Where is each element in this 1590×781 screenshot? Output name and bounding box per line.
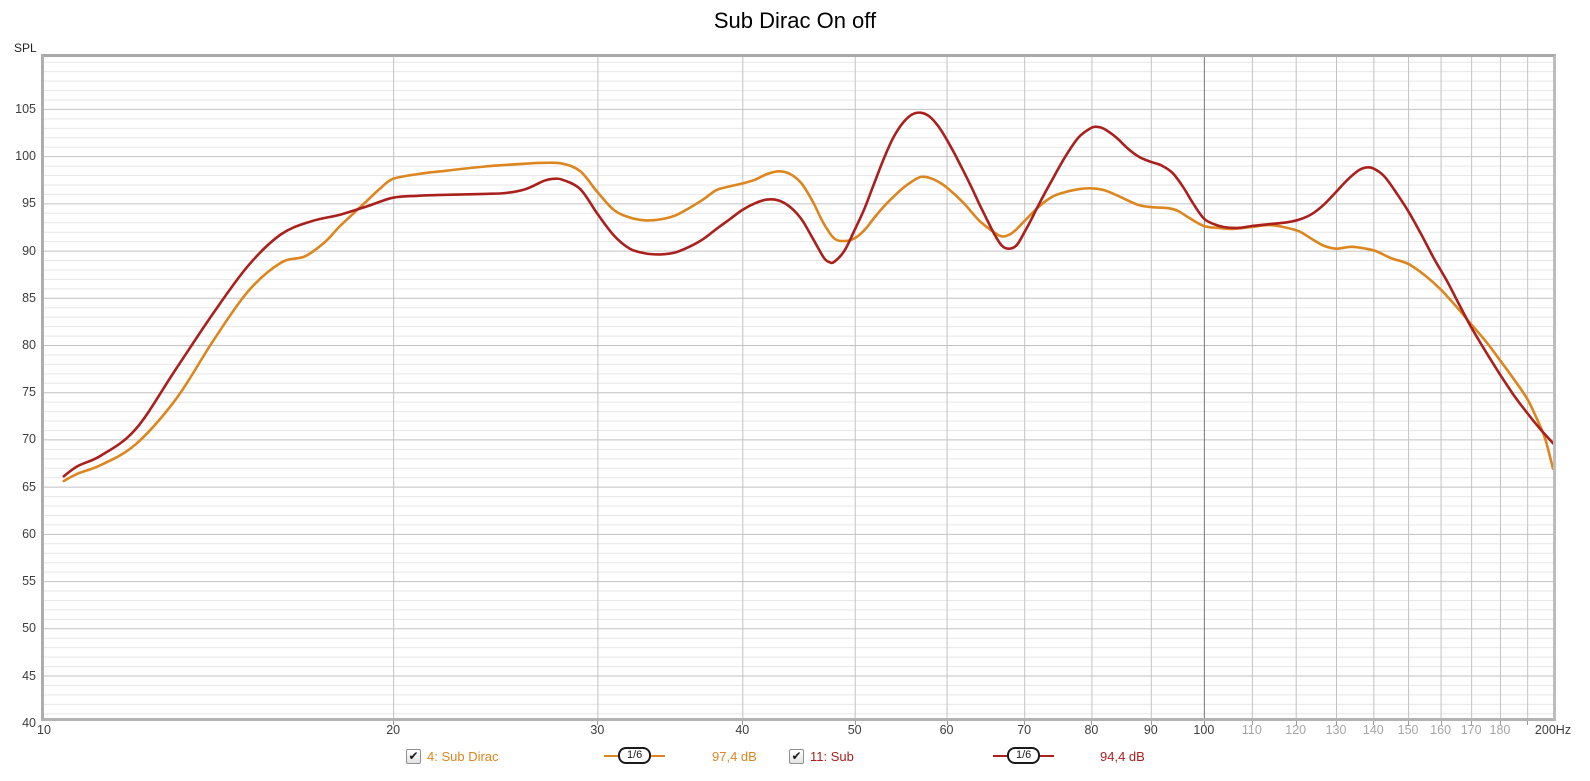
x-tick-label: 110 (1241, 723, 1262, 737)
x-tick-label: 90 (1143, 723, 1158, 737)
y-tick-label: 75 (22, 385, 36, 400)
x-tick-label: 10 (37, 723, 51, 737)
x-tick-label: 20 (386, 723, 401, 737)
checkmark-icon: ✔ (791, 749, 802, 763)
x-axis-tick (1408, 721, 1410, 725)
series-spl-readout: 97,4 dB (712, 749, 757, 764)
y-tick-label: 40 (22, 715, 36, 730)
y-tick-label: 70 (22, 432, 36, 447)
y-tick-label: 85 (22, 290, 36, 305)
smoothing-value: 1/6 (618, 747, 652, 764)
x-tick-label: 50 (847, 723, 862, 737)
x-tick-label: 80 (1084, 723, 1099, 737)
series-spl-readout: 94,4 dB (1100, 749, 1145, 764)
legend-series-label: 4: Sub Dirac (427, 749, 499, 764)
x-axis-tick (1251, 721, 1253, 725)
plot-area (41, 54, 1556, 721)
x-axis-tick (1527, 721, 1529, 725)
chart-title: Sub Dirac On off (713, 8, 877, 33)
x-axis-tick (1373, 721, 1375, 725)
series-line-segment (993, 754, 1007, 757)
x-tick-label: 130 (1325, 723, 1347, 737)
legend-series-label: 11: Sub (810, 749, 854, 764)
y-tick-label: 95 (22, 196, 36, 211)
x-axis-tick (1440, 721, 1442, 725)
x-axis-tick (393, 721, 395, 725)
y-tick-label: 90 (22, 243, 36, 258)
x-axis-tick (742, 721, 744, 725)
x-axis-tick (1203, 721, 1205, 725)
series-visibility-checkbox[interactable]: ✔ (406, 749, 421, 764)
y-tick-label: 45 (22, 668, 36, 683)
smoothing-badge: 1/6 (993, 747, 1055, 764)
x-tick-label: 140 (1362, 723, 1384, 737)
x-tick-label: 200Hz (1534, 723, 1572, 737)
x-tick-label: 100 (1193, 723, 1215, 737)
x-tick-label: 180 (1489, 723, 1511, 737)
checkmark-icon: ✔ (408, 749, 419, 763)
series-line-segment (604, 754, 618, 757)
y-tick-label: 105 (15, 101, 36, 116)
y-tick-label: 80 (22, 338, 36, 352)
x-tick-label: 70 (1017, 723, 1032, 737)
y-tick-label: 100 (15, 149, 36, 164)
x-tick-label: 160 (1430, 723, 1452, 737)
y-tick-label: 65 (22, 479, 36, 494)
x-axis-tick (1471, 721, 1473, 725)
x-axis-tick (1336, 721, 1337, 725)
smoothing-badge: 1/6 (604, 747, 666, 764)
x-tick-label: 60 (939, 723, 954, 737)
series-curve-1 (62, 111, 1553, 478)
x-tick-label: 150 (1397, 723, 1419, 737)
series-visibility-checkbox[interactable]: ✔ (789, 749, 804, 764)
series-line-segment (1040, 754, 1055, 757)
x-axis-tick (854, 721, 856, 725)
x-axis-tick (1150, 721, 1152, 725)
smoothing-value: 1/6 (1007, 747, 1041, 764)
x-tick-label: 170 (1460, 723, 1482, 737)
x-axis-tick (1499, 721, 1501, 725)
x-axis-tick (1295, 721, 1297, 725)
y-axis-title: SPL (14, 41, 37, 55)
y-tick-label: 50 (22, 621, 36, 636)
x-axis-tick (597, 721, 599, 725)
x-tick-label: 120 (1285, 723, 1307, 737)
spl-frequency-chart-svg (44, 57, 1553, 718)
x-axis-tick (946, 721, 948, 725)
y-tick-label: 55 (22, 574, 36, 589)
x-tick-label: 30 (590, 723, 605, 737)
y-tick-label: 60 (22, 526, 36, 541)
x-axis-tick (1091, 721, 1093, 725)
series-line-segment (651, 754, 666, 757)
x-tick-label: 40 (735, 723, 750, 737)
x-axis-tick (1024, 721, 1026, 725)
series-curve-0 (62, 161, 1553, 483)
